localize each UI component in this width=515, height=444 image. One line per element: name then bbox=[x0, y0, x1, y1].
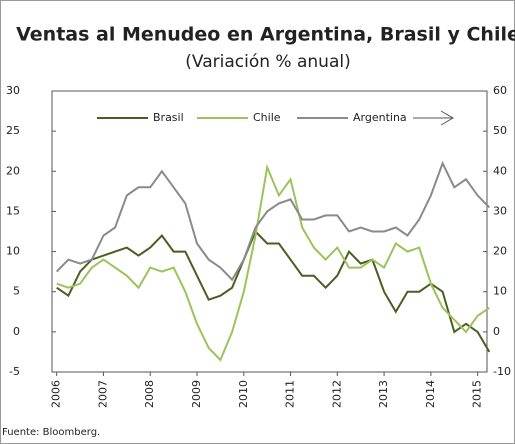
source-note: Fuente: Bloomberg. bbox=[2, 427, 100, 438]
y-tick-label: 10 bbox=[6, 245, 20, 258]
y-tick-label: 25 bbox=[6, 124, 20, 137]
legend-label: Argentina bbox=[353, 111, 407, 124]
legend-label: Chile bbox=[253, 111, 281, 124]
x-tick-label: 2011 bbox=[284, 380, 297, 408]
y-tick-label: 15 bbox=[6, 204, 20, 217]
x-tick-label: 2009 bbox=[190, 380, 203, 408]
y-tick-label: 5 bbox=[13, 285, 20, 298]
x-tick-label: 2013 bbox=[377, 380, 390, 408]
chart-title: Ventas al Menudeo en Argentina, Brasil y… bbox=[16, 24, 515, 46]
y2-tick-label: 60 bbox=[493, 84, 507, 97]
x-tick-label: 2006 bbox=[50, 380, 63, 408]
series-line bbox=[56, 229, 491, 353]
y2-tick-label: -10 bbox=[493, 365, 511, 378]
x-tick-label: 2012 bbox=[330, 380, 343, 408]
y-tick-label: 0 bbox=[13, 325, 20, 338]
y2-tick-label: 0 bbox=[493, 325, 500, 338]
x-tick-label: 2010 bbox=[237, 380, 250, 408]
y2-tick-label: 50 bbox=[493, 124, 507, 137]
y-tick-label: 20 bbox=[6, 164, 20, 177]
plot-frame bbox=[51, 90, 488, 373]
y-tick-label: -5 bbox=[9, 365, 20, 378]
series-line bbox=[55, 160, 491, 282]
x-tick-label: 2008 bbox=[143, 380, 156, 408]
series-line bbox=[56, 163, 490, 362]
y-tick-label: 30 bbox=[6, 84, 20, 97]
legend-arrow-head bbox=[440, 110, 454, 126]
x-tick-label: 2014 bbox=[424, 380, 437, 408]
x-tick-label: 2015 bbox=[471, 380, 484, 408]
y2-tick-label: 40 bbox=[493, 164, 507, 177]
chart-subtitle: (Variación % anual) bbox=[185, 52, 350, 72]
legend-label: Brasil bbox=[153, 111, 184, 124]
y2-tick-label: 30 bbox=[493, 204, 507, 217]
x-tick-label: 2007 bbox=[96, 380, 109, 408]
y2-tick-label: 20 bbox=[493, 245, 507, 258]
y2-tick-label: 10 bbox=[493, 285, 507, 298]
